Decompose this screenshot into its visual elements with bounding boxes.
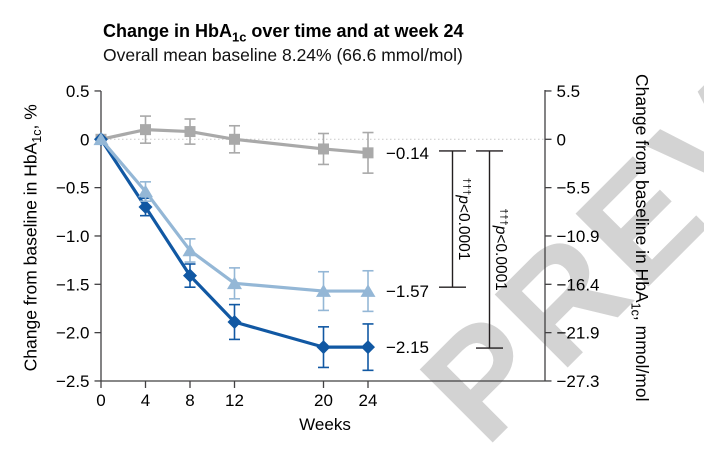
right-axis-tick-label: −5.5 (557, 179, 591, 198)
left-axis-tick-label: −1.0 (56, 227, 90, 246)
marker-square (229, 133, 240, 145)
marker-square (184, 126, 196, 138)
x-axis-tick-label: 0 (96, 391, 105, 410)
significance-bracket: †††p<0.0001 (476, 150, 510, 349)
x-axis-tick-label: 12 (225, 391, 244, 410)
right-axis-tick-label: 0 (557, 130, 566, 149)
marker-triangle (316, 284, 331, 297)
right-axis-tick-label: −21.9 (557, 324, 600, 343)
figure-canvas: { "watermark": "PREVIEW", "texts": { "ti… (20, 0, 704, 473)
marker-square (318, 143, 329, 155)
x-axis-tick-label: 8 (185, 391, 194, 410)
chart-title-text: Change in HbA (103, 21, 232, 41)
marker-square (140, 124, 151, 136)
right-axis-tick-label: 5.5 (557, 82, 581, 101)
marker-diamond (361, 340, 375, 355)
marker-triangle (138, 184, 153, 198)
significance-comparison: <0.0001 (492, 234, 509, 290)
significance-p: p (492, 225, 509, 235)
x-axis-tick-label: 20 (314, 391, 333, 410)
series-line (99, 138, 368, 293)
chart-title: Change in HbA1c over time and at week 24 (103, 21, 464, 45)
significance-bracket: †††p<0.0001 (439, 150, 473, 288)
series-light-blue-triangles: −1.57 (93, 132, 429, 313)
chart-subtitle: Overall mean baseline 8.24% (66.6 mmol/m… (103, 45, 463, 65)
series-line (99, 138, 368, 349)
end-value-label: −1.57 (386, 282, 429, 301)
right-axis-tick-label: −16.4 (557, 275, 600, 294)
series-dark-blue-diamonds: −2.15 (94, 132, 429, 372)
significance-p: p (455, 194, 472, 204)
marker-diamond (138, 199, 153, 214)
right-axis-tick-label: −27.3 (557, 372, 600, 391)
marker-diamond (227, 315, 242, 330)
significance-label: †††p<0.0001 (492, 208, 510, 291)
marker-triangle (227, 276, 242, 290)
series-line (100, 128, 369, 155)
chart-title-text-after: over time and at week 24 (246, 21, 464, 41)
left-axis-tick-label: −0.5 (56, 179, 90, 198)
marker-diamond (183, 268, 197, 283)
left-axis-tick-label: −1.5 (56, 275, 90, 294)
x-axis-tick-label: 24 (359, 391, 378, 410)
significance-label: †††p<0.0001 (455, 178, 473, 261)
end-value-label: −2.15 (386, 338, 429, 357)
significance-daggers: ††† (498, 208, 510, 226)
marker-triangle (360, 284, 376, 297)
marker-triangle (182, 243, 198, 257)
end-value-label: −0.14 (386, 144, 429, 163)
significance-daggers: ††† (461, 178, 473, 196)
left-axis-tick-label: −2.0 (56, 324, 90, 343)
chart-title-subscript: 1c (232, 29, 247, 45)
left-axis-tick-label: −2.5 (56, 372, 90, 391)
marker-square (362, 147, 374, 159)
left-axis-tick-label: 0.5 (66, 82, 90, 101)
right-axis-tick-label: −10.9 (557, 227, 600, 246)
marker-diamond (316, 340, 331, 355)
significance-comparison: <0.0001 (455, 204, 472, 260)
series-gray-squares: −0.14 (95, 115, 429, 174)
chart-svg: 0.5 0 −0.5 −1.0 −1.5 −2.0 −2.5 5.5 0 −5.5 −10.9 −16… (56, 82, 600, 434)
marker-triangle (93, 132, 109, 146)
x-axis-title: Weeks (299, 415, 351, 434)
x-axis-tick-label: 4 (141, 391, 150, 410)
left-axis-tick-label: 0 (80, 130, 89, 149)
